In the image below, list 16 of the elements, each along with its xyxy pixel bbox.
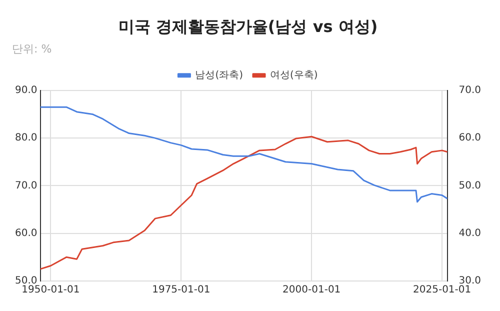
y2-tick-label: 50.0 [458,180,481,192]
legend-label: 여성(우축) [270,70,318,81]
y2-tick-label: 70.0 [458,84,481,96]
x-tick-label: 1950-01-01 [22,284,80,296]
y2-tick-label: 40.0 [458,228,481,239]
chart-title: 미국 경제활동참가율(남성 vs 여성) [118,16,378,36]
y-tick-label: 60.0 [15,228,38,239]
x-tick-label: 2000-01-01 [282,284,341,296]
chart-subtitle: 단위: % [12,42,52,56]
y2-tick-label: 60.0 [458,132,481,144]
legend-label: 남성(좌축) [195,70,244,81]
x-tick-label: 1975-01-01 [152,284,210,296]
y-tick-label: 80.0 [15,132,38,144]
y-tick-label: 90.0 [15,84,38,96]
y-tick-label: 70.0 [15,180,38,192]
x-tick-label: 2025-01-01 [413,284,472,296]
